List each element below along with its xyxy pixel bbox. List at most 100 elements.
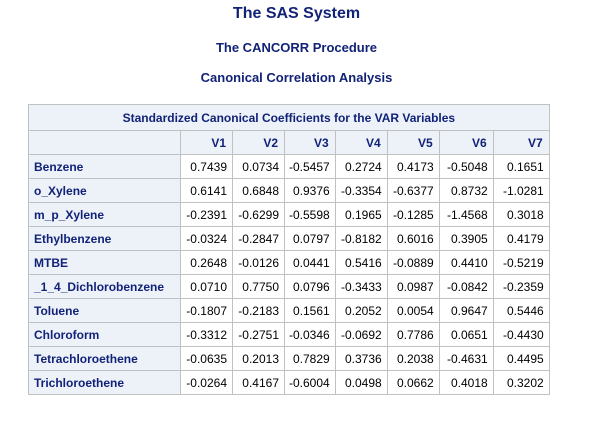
coefficient-cell: 0.9376 xyxy=(284,178,336,203)
table-body: Benzene 0.7439 0.0734 -0.5457 0.2724 0.4173 -0… xyxy=(28,154,550,395)
coefficient-cell: -1.4568 xyxy=(438,202,494,227)
column-header-v2: V2 xyxy=(232,130,285,155)
coefficient-cell: -0.6004 xyxy=(284,370,336,395)
coefficient-cell: -0.6377 xyxy=(386,178,440,203)
column-header-v5: V5 xyxy=(386,130,440,155)
coefficient-cell: 0.0710 xyxy=(180,274,233,299)
coefficient-cell: -0.2359 xyxy=(492,274,550,299)
row-label: Trichloroethene xyxy=(28,370,181,395)
coefficient-cell: 0.6141 xyxy=(180,178,233,203)
coefficient-cell: 0.1965 xyxy=(334,202,388,227)
coefficient-cell: -0.0126 xyxy=(232,250,285,275)
coefficient-cell: 0.4173 xyxy=(386,154,440,179)
coefficient-cell: 0.2052 xyxy=(334,298,388,323)
coefficient-cell: 0.3736 xyxy=(334,346,388,371)
coefficients-table: Standardized Canonical Coefficients for … xyxy=(28,104,550,395)
coefficient-cell: -0.5048 xyxy=(438,154,494,179)
coefficient-cell: -0.0842 xyxy=(438,274,494,299)
coefficient-cell: -0.2391 xyxy=(180,202,233,227)
coefficient-cell: -0.0635 xyxy=(180,346,233,371)
coefficient-cell: 0.4410 xyxy=(438,250,494,275)
coefficient-cell: -0.0324 xyxy=(180,226,233,251)
coefficient-cell: 0.9647 xyxy=(438,298,494,323)
coefficient-cell: 0.0797 xyxy=(284,226,336,251)
column-header-v1: V1 xyxy=(180,130,233,155)
coefficient-cell: -0.5598 xyxy=(284,202,336,227)
column-header-v3: V3 xyxy=(284,130,336,155)
coefficient-cell: -0.3354 xyxy=(334,178,388,203)
table-row: Chloroform -0.3312 -0.2751 -0.0346 -0.0692 0.… xyxy=(28,322,550,347)
coefficient-cell: -0.0889 xyxy=(386,250,440,275)
coefficient-cell: 0.0662 xyxy=(386,370,440,395)
row-label: _1_4_Dichlorobenzene xyxy=(28,274,181,299)
coefficient-cell: -0.1285 xyxy=(386,202,440,227)
coefficient-cell: -0.4430 xyxy=(492,322,550,347)
table-row: _1_4_Dichlorobenzene 0.0710 0.7750 0.0796 -0… xyxy=(28,274,550,299)
coefficient-cell: 0.0441 xyxy=(284,250,336,275)
coefficient-cell: -0.0692 xyxy=(334,322,388,347)
coefficient-cell: 0.2013 xyxy=(232,346,285,371)
coefficient-cell: -0.2847 xyxy=(232,226,285,251)
coefficient-cell: 0.3202 xyxy=(492,370,550,395)
column-header-row: V1 V2 V3 V4 V5 V6 V7 xyxy=(28,130,550,155)
row-label: o_Xylene xyxy=(28,178,181,203)
coefficient-cell: -0.5219 xyxy=(492,250,550,275)
coefficient-cell: -0.1807 xyxy=(180,298,233,323)
row-label: Chloroform xyxy=(28,322,181,347)
column-header-v4: V4 xyxy=(334,130,388,155)
coefficient-cell: 0.8732 xyxy=(438,178,494,203)
coefficient-cell: -0.5457 xyxy=(284,154,336,179)
row-label: m_p_Xylene xyxy=(28,202,181,227)
table-caption: Standardized Canonical Coefficients for … xyxy=(28,104,550,131)
column-header-v6: V6 xyxy=(438,130,494,155)
coefficient-cell: 0.7439 xyxy=(180,154,233,179)
coefficient-cell: 0.2724 xyxy=(334,154,388,179)
table-row: Benzene 0.7439 0.0734 -0.5457 0.2724 0.4173 -0… xyxy=(28,154,550,179)
coefficient-cell: -0.0264 xyxy=(180,370,233,395)
row-label: Ethylbenzene xyxy=(28,226,181,251)
coefficient-cell: 0.2648 xyxy=(180,250,233,275)
coefficient-cell: 0.5416 xyxy=(334,250,388,275)
coefficient-cell: 0.5446 xyxy=(492,298,550,323)
table-row: Tetrachloroethene -0.0635 0.2013 0.7829 0.37… xyxy=(28,346,550,371)
coefficient-cell: -0.3312 xyxy=(180,322,233,347)
table-row: Toluene -0.1807 -0.2183 0.1561 0.2052 0.0054 0… xyxy=(28,298,550,323)
coefficient-cell: 0.2038 xyxy=(386,346,440,371)
table-row: MTBE 0.2648 -0.0126 0.0441 0.5416 -0.0889 0.44… xyxy=(28,250,550,275)
coefficient-cell: 0.6848 xyxy=(232,178,285,203)
coefficient-cell: 0.4179 xyxy=(492,226,550,251)
coefficient-cell: 0.0734 xyxy=(232,154,285,179)
coefficient-cell: 0.3905 xyxy=(438,226,494,251)
coefficient-cell: 0.0796 xyxy=(284,274,336,299)
corner-cell xyxy=(28,130,181,155)
column-header-v7: V7 xyxy=(492,130,550,155)
coefficient-cell: 0.1651 xyxy=(492,154,550,179)
coefficient-cell: -0.4631 xyxy=(438,346,494,371)
coefficient-cell: -0.3433 xyxy=(334,274,388,299)
table-row: o_Xylene 0.6141 0.6848 0.9376 -0.3354 -0.6377… xyxy=(28,178,550,203)
coefficient-cell: -1.0281 xyxy=(492,178,550,203)
coefficient-cell: 0.0651 xyxy=(438,322,494,347)
table-row: Ethylbenzene -0.0324 -0.2847 0.0797 -0.8182 0… xyxy=(28,226,550,251)
coefficient-cell: 0.7829 xyxy=(284,346,336,371)
procedure-title: The CANCORR Procedure xyxy=(215,40,378,55)
coefficient-cell: 0.4495 xyxy=(492,346,550,371)
row-label: MTBE xyxy=(28,250,181,275)
coefficient-cell: 0.0054 xyxy=(386,298,440,323)
row-label: Tetrachloroethene xyxy=(28,346,181,371)
row-label: Toluene xyxy=(28,298,181,323)
coefficient-cell: 0.4167 xyxy=(232,370,285,395)
row-label: Benzene xyxy=(28,154,181,179)
coefficient-cell: 0.3018 xyxy=(492,202,550,227)
coefficient-cell: -0.2751 xyxy=(232,322,285,347)
table-row: Trichloroethene -0.0264 0.4167 -0.6004 0.049… xyxy=(28,370,550,395)
coefficient-cell: -0.6299 xyxy=(232,202,285,227)
report-title: The SAS System xyxy=(232,5,361,22)
coefficient-cell: 0.6016 xyxy=(386,226,440,251)
coefficient-cell: -0.2183 xyxy=(232,298,285,323)
coefficient-cell: 0.0498 xyxy=(334,370,388,395)
analysis-title: Canonical Correlation Analysis xyxy=(200,70,393,85)
coefficient-cell: 0.0987 xyxy=(386,274,440,299)
coefficient-cell: 0.7750 xyxy=(232,274,285,299)
coefficient-cell: 0.4018 xyxy=(438,370,494,395)
